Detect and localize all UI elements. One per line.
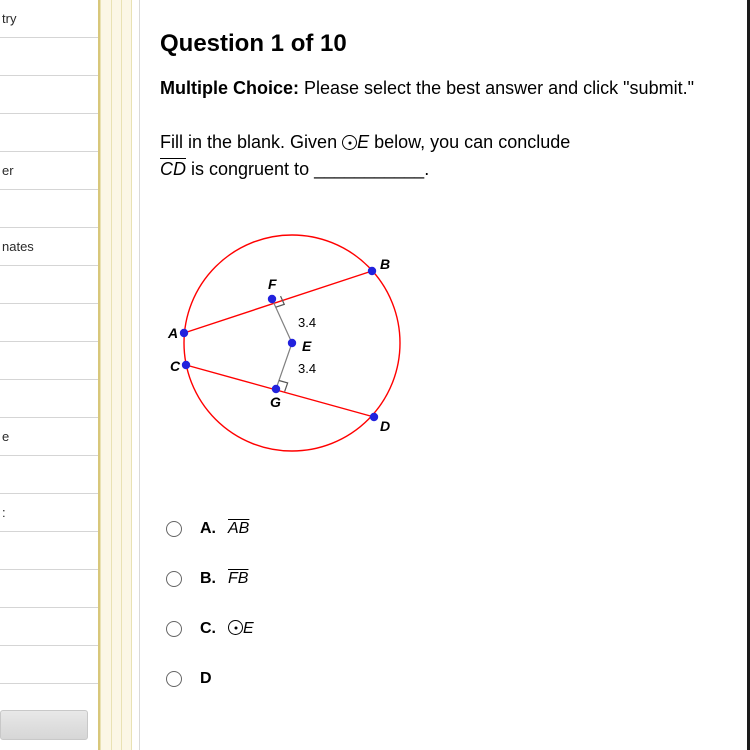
- circle-diagram: 3.4 3.4 A B C D E F G: [162, 213, 747, 478]
- svg-text:A: A: [167, 325, 178, 341]
- mc-bold: Multiple Choice:: [160, 78, 299, 98]
- sidebar-bottom-box[interactable]: [0, 710, 88, 740]
- sidebar-item[interactable]: [0, 114, 98, 152]
- sidebar-item[interactable]: [0, 76, 98, 114]
- choice-letter: C.: [200, 620, 220, 638]
- sidebar-item[interactable]: [0, 646, 98, 684]
- circle-symbol-icon: [342, 135, 357, 150]
- sidebar-item[interactable]: [0, 570, 98, 608]
- column-divider: [132, 0, 140, 750]
- sidebar-item[interactable]: [0, 380, 98, 418]
- sidebar-item[interactable]: [0, 38, 98, 76]
- sidebar-item[interactable]: [0, 608, 98, 646]
- sidebar-item[interactable]: try: [0, 0, 98, 38]
- radio-icon[interactable]: [166, 571, 182, 587]
- sidebar-item[interactable]: [0, 532, 98, 570]
- segment-cd: CD: [160, 159, 186, 179]
- choice-letter: A.: [200, 520, 220, 538]
- radio-icon[interactable]: [166, 521, 182, 537]
- sidebar-list: try er nates e:: [0, 0, 98, 684]
- svg-text:E: E: [302, 338, 312, 354]
- sidebar-item[interactable]: [0, 342, 98, 380]
- radio-icon[interactable]: [166, 671, 182, 687]
- multiple-choice-instruction: Multiple Choice: Please select the best …: [160, 76, 747, 101]
- question-panel: Question 1 of 10 Multiple Choice: Please…: [140, 0, 750, 750]
- ruled-margin: [100, 0, 132, 750]
- sidebar-item[interactable]: [0, 304, 98, 342]
- svg-text:F: F: [268, 276, 277, 292]
- answer-choice[interactable]: D: [166, 654, 747, 704]
- fill-blank: ___________: [314, 159, 424, 179]
- question-number: Question 1 of 10: [160, 30, 747, 58]
- svg-text:3.4: 3.4: [298, 315, 316, 330]
- sidebar-item[interactable]: [0, 266, 98, 304]
- sidebar-item[interactable]: er: [0, 152, 98, 190]
- svg-text:D: D: [380, 418, 390, 434]
- mc-rest: Please select the best answer and click …: [299, 78, 694, 98]
- answer-choice[interactable]: B. FB: [166, 554, 747, 604]
- choice-value: FB: [228, 570, 248, 588]
- sidebar-item[interactable]: e: [0, 418, 98, 456]
- radio-icon[interactable]: [166, 621, 182, 637]
- sidebar: try er nates e:: [0, 0, 100, 750]
- choice-letter: B.: [200, 570, 220, 588]
- choice-letter: D: [200, 670, 220, 688]
- diagram-svg: 3.4 3.4 A B C D E F G: [162, 213, 422, 473]
- answer-choice[interactable]: A. AB: [166, 504, 747, 554]
- choice-value: AB: [228, 520, 249, 538]
- sidebar-item[interactable]: [0, 190, 98, 228]
- svg-text:B: B: [380, 256, 390, 272]
- question-prompt: Fill in the blank. Given E below, you ca…: [160, 129, 747, 183]
- answer-choices: A. AB B. FB C. E D: [166, 504, 747, 704]
- svg-text:C: C: [170, 358, 181, 374]
- choice-value: E: [228, 620, 254, 638]
- sidebar-item[interactable]: :: [0, 494, 98, 532]
- sidebar-item[interactable]: [0, 456, 98, 494]
- svg-text:3.4: 3.4: [298, 361, 316, 376]
- answer-choice[interactable]: C. E: [166, 604, 747, 654]
- sidebar-item[interactable]: nates: [0, 228, 98, 266]
- svg-text:G: G: [270, 394, 281, 410]
